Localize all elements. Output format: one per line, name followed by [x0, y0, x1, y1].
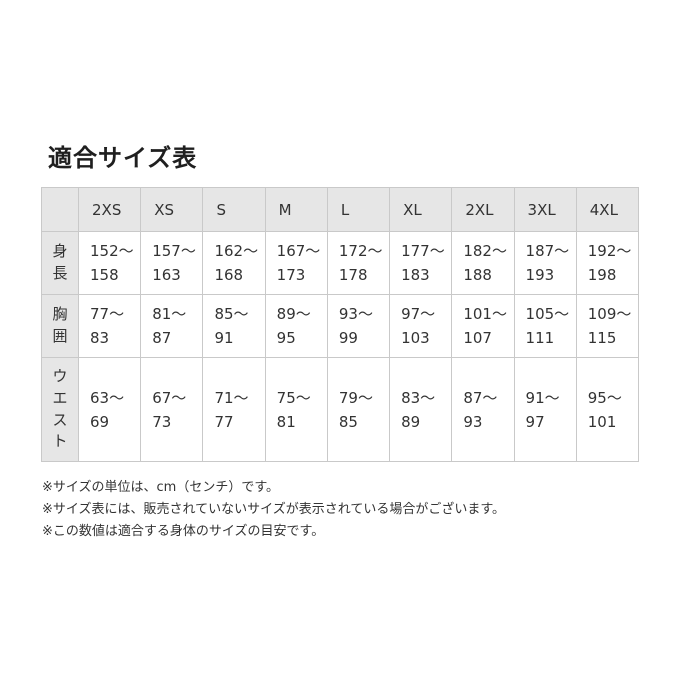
row-label-chest: 胸囲: [41, 294, 79, 358]
size-cell: 71～77: [202, 357, 266, 462]
size-cell: 187～193: [513, 231, 577, 295]
size-cell: 172～178: [326, 231, 391, 295]
column-header-2xs: 2XS: [77, 187, 142, 232]
size-cell: 101～107: [451, 294, 515, 358]
size-cell: 77～83: [77, 294, 142, 358]
note-guideline: ※この数値は適合する身体のサイズの目安です。: [42, 524, 325, 539]
size-cell: 182～188: [451, 231, 515, 295]
size-cell: 152～158: [77, 231, 142, 295]
table-row-waist: ウエスト 63～69 67～73 71～77 75～81 79～85 83～89…: [41, 357, 640, 462]
row-label-waist: ウエスト: [41, 357, 79, 462]
size-chart-section: 適合サイズ表 2XS XS S M L XL 2XL 3XL 4XL 身長 1: [41, 146, 641, 543]
size-cell: 105～111: [513, 294, 577, 358]
footnotes: ※サイズの単位は、cm（センチ）です。 ※サイズ表には、販売されていないサイズが…: [42, 477, 641, 543]
column-header-s: S: [202, 187, 266, 232]
note-availability: ※サイズ表には、販売されていないサイズが表示されている場合がございます。: [42, 502, 506, 517]
column-header-xl: XL: [389, 187, 453, 232]
row-label-height: 身長: [41, 231, 79, 295]
table-row-chest: 胸囲 77～83 81～87 85～91 89～95 93～99 97～103 …: [41, 294, 640, 358]
corner-cell: [41, 187, 79, 232]
size-cell: 81～87: [140, 294, 204, 358]
size-table-header-row: 2XS XS S M L XL 2XL 3XL 4XL: [41, 187, 640, 232]
column-header-3xl: 3XL: [513, 187, 577, 232]
size-cell: 97～103: [389, 294, 453, 358]
size-cell: 157～163: [140, 231, 204, 295]
size-cell: 93～99: [326, 294, 391, 358]
size-cell: 109～115: [575, 294, 640, 358]
column-header-l: L: [326, 187, 391, 232]
size-cell: 87～93: [451, 357, 515, 462]
size-cell: 177～183: [389, 231, 453, 295]
size-cell: 79～85: [326, 357, 391, 462]
column-header-m: M: [264, 187, 328, 232]
size-cell: 75～81: [264, 357, 328, 462]
size-cell: 83～89: [389, 357, 453, 462]
size-cell: 162～168: [202, 231, 266, 295]
column-header-4xl: 4XL: [575, 187, 640, 232]
size-table: 2XS XS S M L XL 2XL 3XL 4XL 身長 152～158 1…: [41, 187, 640, 462]
size-cell: 192～198: [575, 231, 640, 295]
column-header-xs: XS: [140, 187, 204, 232]
size-cell: 85～91: [202, 294, 266, 358]
size-cell: 95～101: [575, 357, 640, 462]
size-cell: 63～69: [77, 357, 142, 462]
table-row-height: 身長 152～158 157～163 162～168 167～173 172～1…: [41, 231, 640, 295]
page-title: 適合サイズ表: [48, 144, 198, 172]
size-cell: 91～97: [513, 357, 577, 462]
size-cell: 167～173: [264, 231, 328, 295]
column-header-2xl: 2XL: [451, 187, 515, 232]
size-cell: 89～95: [264, 294, 328, 358]
note-unit: ※サイズの単位は、cm（センチ）です。: [42, 480, 280, 495]
size-cell: 67～73: [140, 357, 204, 462]
